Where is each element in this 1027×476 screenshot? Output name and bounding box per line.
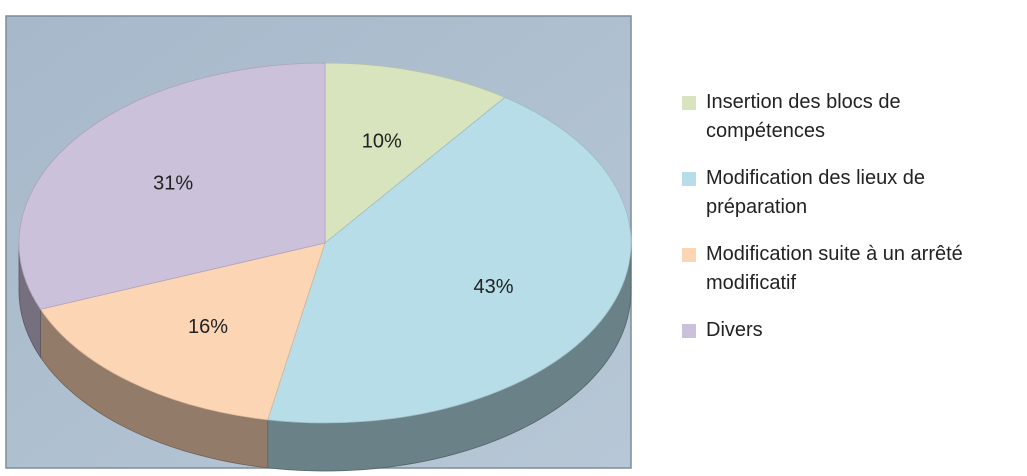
- legend-label-line: modificatif: [706, 272, 797, 294]
- data-label-4: 31%: [153, 172, 193, 194]
- legend-item-1: Insertion des blocs de compétences: [682, 88, 1022, 146]
- pie-slice-3: [39, 242, 326, 421]
- legend-label-line: Divers: [706, 319, 763, 341]
- pie-slices: [18, 62, 632, 424]
- data-label-1: 10%: [362, 130, 402, 152]
- legend-item-2: Modification des lieux de préparation: [682, 164, 1022, 222]
- legend-item-4: Divers: [682, 316, 1022, 345]
- legend: Insertion des blocs de compétences Modific…: [682, 88, 1022, 363]
- pie-slice-2: [267, 96, 632, 424]
- pie-slice-1: [324, 62, 506, 244]
- pie-data-labels: 10% 43% 16% 31%: [153, 130, 514, 338]
- legend-swatch: [682, 324, 696, 338]
- legend-label-line: Modification suite à un arrêté: [706, 243, 963, 265]
- data-label-3: 16%: [188, 316, 228, 338]
- legend-item-3: Modification suite à un arrêté modificati…: [682, 240, 1022, 298]
- pie-slice-4: [18, 62, 326, 310]
- legend-swatch: [682, 248, 696, 262]
- legend-label-line: compétences: [706, 120, 825, 142]
- legend-swatch: [682, 172, 696, 186]
- data-label-2: 43%: [473, 276, 513, 298]
- legend-label-line: Modification des lieux de: [706, 167, 926, 189]
- legend-label-line: Insertion des blocs de: [706, 91, 901, 113]
- legend-label-line: préparation: [706, 196, 808, 218]
- legend-swatch: [682, 96, 696, 110]
